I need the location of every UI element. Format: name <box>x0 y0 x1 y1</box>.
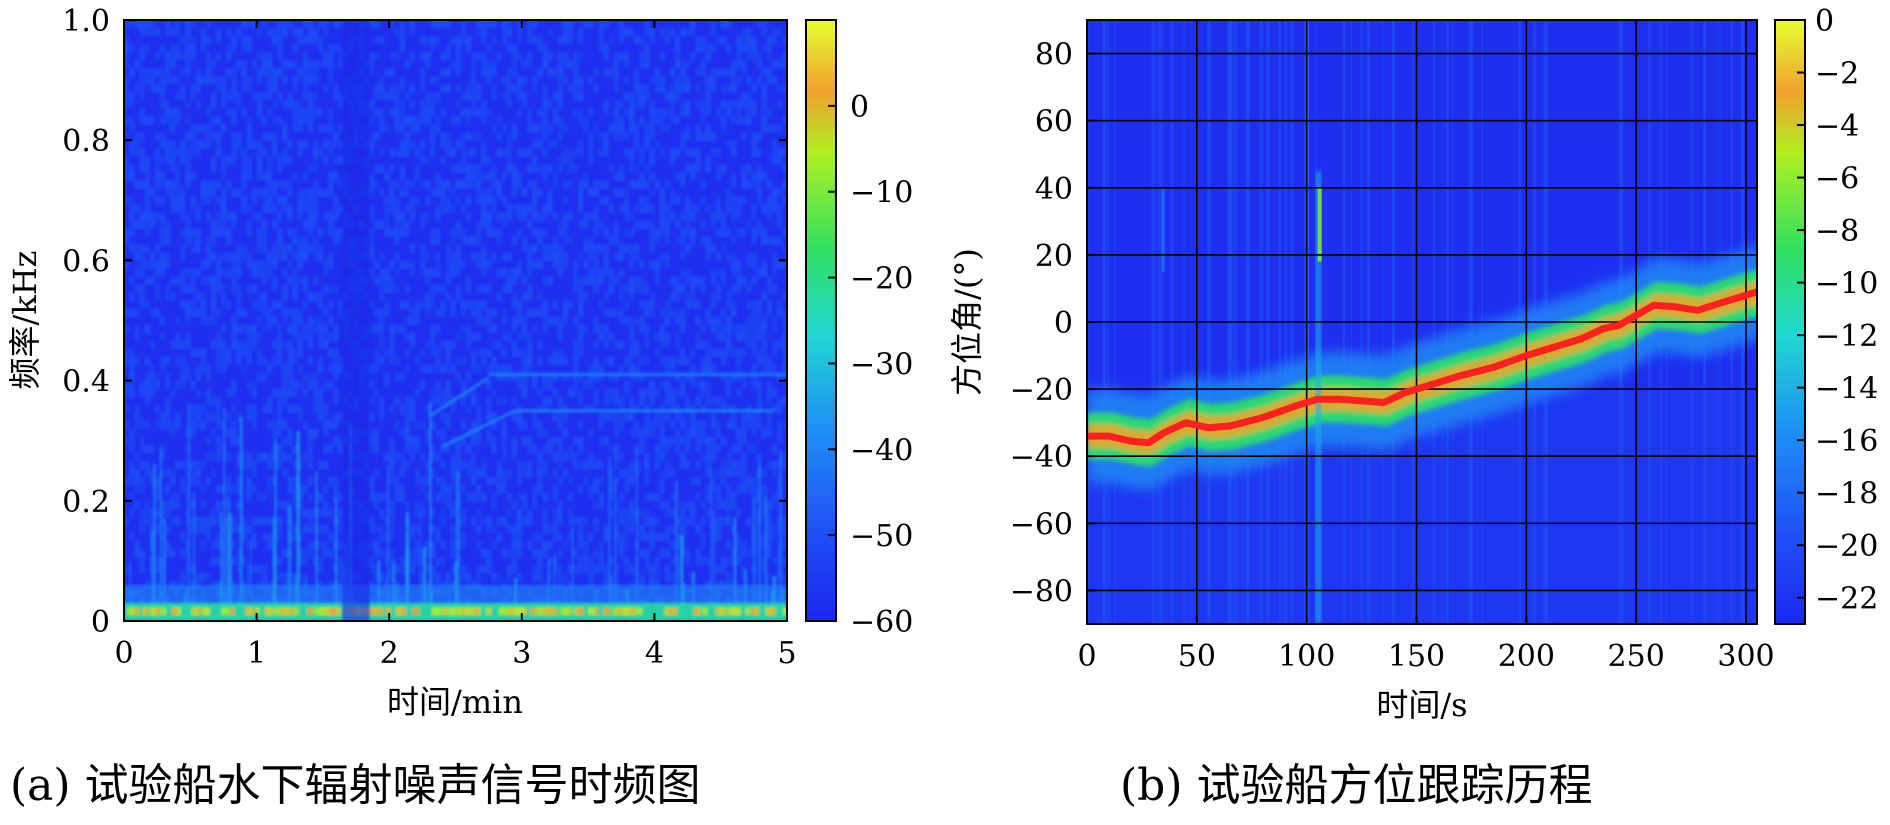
bearing-xtick-label: 150 <box>1388 639 1445 674</box>
spectrogram-colorbar <box>805 19 837 622</box>
spectrogram-frame <box>123 19 788 622</box>
bearing-colorbar-label: −12 <box>1815 319 1878 354</box>
bearing-colorbar-label: 0 <box>1815 4 1834 39</box>
spectrogram-xtick-label: 1 <box>247 636 266 671</box>
bearing-xtick-label: 250 <box>1608 639 1665 674</box>
bearing-ytick-label: −20 <box>1010 373 1073 408</box>
bearing-track-line <box>1087 288 1757 447</box>
spectrogram-ytick-label: 0.2 <box>62 485 110 520</box>
bearing-colorbar-label: −18 <box>1815 477 1878 512</box>
spectrogram-ytick-label: 0 <box>91 605 110 640</box>
spectrogram-caption: (a) 试验船水下辐射噪声信号时频图 <box>10 760 701 811</box>
bearing-xtick-label: 100 <box>1278 639 1335 674</box>
spectrogram-xtick-label: 4 <box>645 636 664 671</box>
bearing-colorbar-label: −16 <box>1815 424 1878 459</box>
spectrogram-colorbar-label: 0 <box>850 90 869 125</box>
spectrogram-ylabel: 频率/kHz <box>6 251 44 390</box>
bearing-ylabel: 方位角/(°) <box>948 248 986 396</box>
spectrogram-ytick-label: 0.4 <box>62 365 110 400</box>
spectrogram-panel: 0 1 2 3 4 5 0 0.2 0.4 0.6 0.8 1.0 0 −10 −20 −30 −40 −50 −… <box>6 4 913 811</box>
spectrogram-colorbar-label: −40 <box>850 433 913 468</box>
bearing-ytick-label: −40 <box>1010 440 1073 475</box>
spectrogram-xtick-label: 2 <box>380 636 399 671</box>
spectrogram-image <box>124 20 787 621</box>
bearing-xtick-label: 300 <box>1717 639 1774 674</box>
bearing-ytick-label: 20 <box>1035 239 1073 274</box>
bearing-ytick-label: −60 <box>1010 507 1073 542</box>
bearing-colorbar-label: −4 <box>1815 109 1859 144</box>
bearing-ytick-label: 40 <box>1035 172 1073 207</box>
spectrogram-ytick-label: 0.6 <box>62 244 110 279</box>
bearing-ytick-label: 80 <box>1035 38 1073 73</box>
spectrogram-axes: 0 1 2 3 4 5 0 0.2 0.4 0.6 0.8 1.0 <box>62 4 796 671</box>
spectrogram-colorbar-label: −20 <box>850 262 913 297</box>
spectrogram-colorbar-label: −10 <box>850 176 913 211</box>
bearing-caption: (b) 试验船方位跟踪历程 <box>1120 760 1592 811</box>
spectrogram-ytick-label: 0.8 <box>62 124 110 159</box>
spectrogram-colorbar-label: −60 <box>850 605 913 640</box>
bearing-colorbar-label: −2 <box>1815 57 1859 92</box>
spectrogram-colorbar-label: −30 <box>850 347 913 382</box>
bearing-track-panel: 0 50 100 150 200 250 300−80−60−40−20020406080 … <box>948 4 1878 811</box>
bearing-ytick-label: 0 <box>1054 306 1073 341</box>
spectrogram-colorbar-ticks: 0 −10 −20 −30 −40 −50 −60 <box>828 90 913 640</box>
bearing-ytick-label: 60 <box>1035 105 1073 140</box>
bearing-colorbar-label: −10 <box>1815 267 1878 302</box>
bearing-colorbar-ticks: 0 −2 −4 −6 −8 −10 −12 −14 −16 −18 −20 −22 <box>1797 4 1878 617</box>
spectrogram-xtick-label: 3 <box>512 636 531 671</box>
bearing-colorbar-label: −14 <box>1815 372 1878 407</box>
spectrogram-ytick-label: 1.0 <box>62 4 110 39</box>
bearing-colorbar-label: −8 <box>1815 214 1859 249</box>
bearing-colorbar-label: −20 <box>1815 529 1878 564</box>
spectrogram-xtick-label: 0 <box>114 636 133 671</box>
spectrogram-xlabel: 时间/min <box>387 683 523 721</box>
bearing-ytick-label: −80 <box>1010 574 1073 609</box>
spectrogram-colorbar-label: −50 <box>850 519 913 554</box>
bearing-xtick-label: 200 <box>1498 639 1555 674</box>
bearing-xtick-label: 50 <box>1178 639 1216 674</box>
bearing-colorbar-label: −6 <box>1815 162 1859 197</box>
bearing-axes: 0 50 100 150 200 250 300 −80 −60 −40 −20 0 20 40 60 80 <box>1010 38 1775 674</box>
bearing-colorbar <box>1774 19 1806 625</box>
bearing-xlabel: 时间/s <box>1376 686 1467 724</box>
bearing-colorbar-label: −22 <box>1815 582 1878 617</box>
bearing-xtick-label: 0 <box>1077 639 1096 674</box>
bearing-grid <box>1087 20 1757 624</box>
spectrogram-xtick-label: 5 <box>777 636 796 671</box>
